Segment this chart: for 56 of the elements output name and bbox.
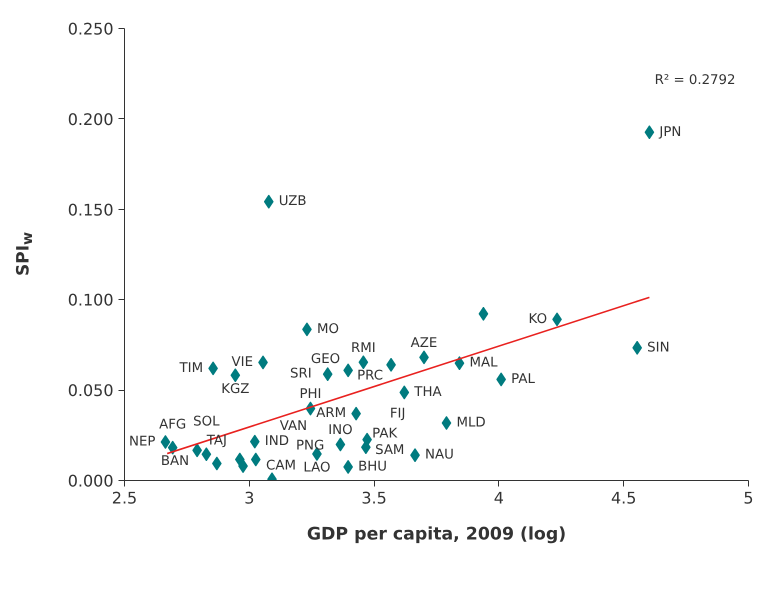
point bbox=[250, 452, 261, 467]
annotation: TAJ bbox=[206, 434, 227, 449]
annotation: UZB bbox=[278, 194, 307, 210]
annotation: INO bbox=[328, 423, 353, 438]
annotation: TIM bbox=[178, 360, 204, 376]
annotation: IND bbox=[264, 434, 289, 450]
point bbox=[230, 368, 240, 382]
annotation: PHI bbox=[299, 387, 322, 402]
point bbox=[399, 385, 410, 400]
y-tick-label: 0.050 bbox=[68, 381, 114, 400]
annotation: CAM bbox=[266, 458, 296, 474]
annotation: BAN bbox=[160, 454, 190, 469]
y-tick-label: 0.000 bbox=[68, 472, 114, 490]
annotation: BHU bbox=[358, 459, 388, 474]
y-tick-label: 0.250 bbox=[68, 20, 114, 38]
annotation: RMI bbox=[351, 340, 376, 356]
annotation: PAK bbox=[372, 426, 398, 442]
x-tick-label: 5 bbox=[743, 488, 754, 508]
annotation: PRC bbox=[357, 368, 384, 384]
x-tick-label: 3.5 bbox=[361, 488, 387, 508]
annotation: NEP bbox=[129, 434, 156, 450]
annotation: VIE bbox=[232, 354, 254, 370]
point bbox=[264, 194, 274, 209]
x-tick-label: 3 bbox=[244, 488, 254, 508]
annotation: ARM bbox=[316, 406, 346, 422]
point bbox=[322, 367, 333, 382]
x-tick-label: 4.5 bbox=[610, 488, 636, 508]
annotation: KGZ bbox=[221, 382, 250, 397]
y-tick-label: 0.100 bbox=[68, 290, 114, 310]
x-tick-label: 2.5 bbox=[112, 488, 138, 508]
annotation: AZE bbox=[410, 336, 438, 351]
y-tick-label: 0.150 bbox=[68, 200, 114, 220]
annotation: AFG bbox=[159, 418, 186, 433]
annotation: LAO bbox=[303, 460, 330, 476]
annotation: MO bbox=[316, 322, 339, 337]
annotation: SRI bbox=[290, 366, 312, 382]
point bbox=[250, 434, 260, 449]
annotation: R² = 0.2792 bbox=[654, 73, 736, 88]
annotation: SAM bbox=[375, 443, 404, 458]
point bbox=[632, 340, 642, 355]
annotation: MAL bbox=[469, 356, 498, 371]
annotation: KO bbox=[528, 312, 548, 327]
x-tick-label: 4 bbox=[494, 488, 504, 508]
annotation: FIJ bbox=[390, 406, 406, 422]
annotation: SOL bbox=[193, 414, 220, 430]
annotation: PNG bbox=[296, 438, 324, 454]
annotation: PAL bbox=[511, 372, 536, 387]
x-axis-title: GDP per capita, 2009 (log) bbox=[306, 524, 566, 544]
annotation: NAU bbox=[425, 448, 454, 463]
annotation: VAN bbox=[280, 419, 308, 434]
annotation: THA bbox=[413, 384, 442, 400]
annotation: MLD bbox=[456, 416, 486, 431]
annotation: JPN bbox=[658, 124, 682, 140]
annotation: SIN bbox=[647, 340, 670, 356]
y-tick-label: 0.200 bbox=[68, 110, 114, 129]
annotation: GEO bbox=[310, 352, 340, 367]
